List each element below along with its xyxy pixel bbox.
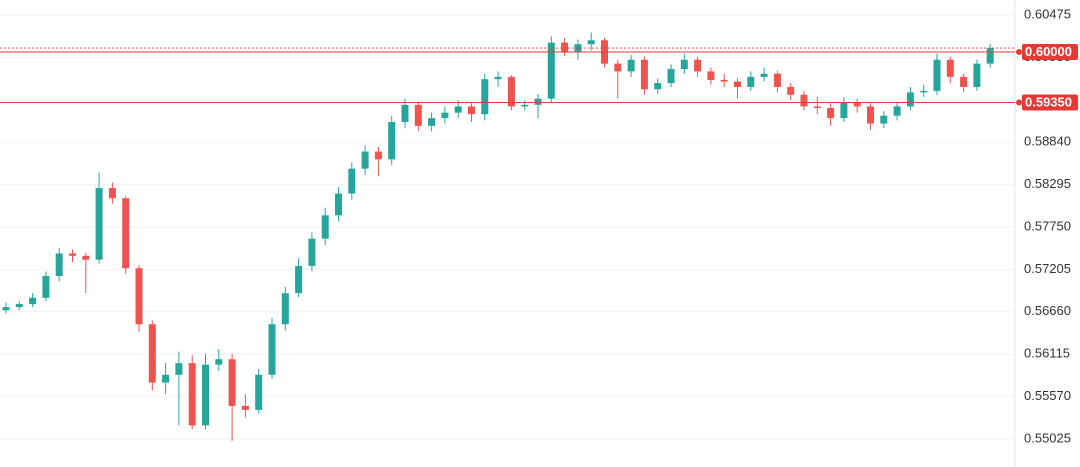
candle-body — [720, 79, 728, 82]
candle-body — [388, 121, 396, 160]
candle-body — [108, 188, 116, 199]
candle-body — [840, 102, 848, 119]
price-label-box — [1022, 43, 1078, 60]
candle-body — [441, 112, 449, 119]
candle-body — [587, 40, 595, 45]
candle-body — [401, 104, 409, 122]
candle-body — [561, 42, 569, 52]
candle-body — [95, 188, 103, 260]
candle-body — [162, 374, 170, 383]
candle-body — [202, 364, 209, 426]
candle-body — [188, 363, 196, 426]
candle-body — [494, 76, 502, 80]
candle-body — [880, 115, 888, 124]
price-label: 0.59350 — [1025, 94, 1072, 109]
candle-body — [853, 102, 861, 107]
candle-body — [255, 374, 263, 410]
candle-body — [521, 104, 529, 107]
candle-body — [667, 69, 675, 84]
y-tick-label: 0.55025 — [1024, 430, 1071, 445]
candle-body — [614, 63, 622, 72]
candle-body — [547, 42, 555, 99]
candle-body — [827, 107, 835, 119]
candle-body — [69, 253, 76, 256]
candle-body — [973, 63, 981, 87]
y-tick-label: 0.55570 — [1024, 388, 1071, 403]
candle-body — [760, 73, 768, 77]
candle-body — [295, 265, 303, 294]
candle-body — [215, 359, 223, 365]
candle-body — [82, 255, 90, 260]
candle-body — [428, 118, 436, 126]
candle-body — [148, 324, 156, 383]
price-line-dot — [1016, 99, 1022, 106]
candle-body — [893, 106, 901, 116]
candle-body — [175, 363, 183, 375]
candle-body — [734, 81, 741, 87]
candle-body — [507, 76, 515, 107]
candle-body — [481, 79, 489, 115]
candle-body — [468, 106, 475, 115]
candle-body — [361, 151, 369, 169]
candle-body — [787, 86, 795, 95]
y-tick-label: 0.58840 — [1024, 134, 1071, 149]
candle-body — [42, 276, 50, 298]
candle-body — [268, 324, 276, 375]
candle-body — [747, 76, 755, 87]
candle-body — [920, 90, 928, 93]
candle-body — [986, 48, 994, 64]
candle-body — [454, 106, 462, 113]
candle-body — [946, 59, 954, 77]
candle-body — [281, 293, 289, 325]
candle-body — [680, 59, 688, 70]
candle-body — [2, 307, 10, 311]
candle-body — [55, 253, 63, 277]
candle-body — [694, 59, 702, 72]
candle-body — [906, 92, 914, 107]
candle-body — [122, 198, 130, 269]
candle-body — [707, 71, 715, 80]
candle-body — [228, 359, 236, 406]
y-tick-label: 0.57205 — [1024, 261, 1071, 276]
price-label: 0.60000 — [1025, 44, 1072, 59]
candle-body — [800, 94, 808, 107]
candle-body — [813, 106, 821, 108]
y-tick-label: 0.56115 — [1024, 346, 1070, 361]
candle-body — [308, 238, 316, 266]
candle-body — [135, 268, 143, 325]
candle-body — [374, 151, 382, 160]
y-tick-label: 0.60475 — [1024, 6, 1071, 21]
candle-body — [15, 304, 23, 308]
y-tick-label: 0.57750 — [1024, 218, 1071, 233]
price-line-dot — [1016, 48, 1022, 55]
candle-body — [29, 297, 37, 305]
y-tick-label: 0.56660 — [1024, 303, 1071, 318]
candle-body — [627, 59, 635, 72]
price-label-box — [1022, 94, 1078, 111]
candle-body — [534, 98, 542, 105]
candle-body — [348, 168, 356, 194]
candle-body — [640, 59, 648, 90]
candle-body — [654, 83, 662, 90]
candle-body — [960, 76, 968, 87]
candle-body — [773, 73, 781, 87]
candle-body — [241, 405, 249, 410]
candle-body — [335, 193, 342, 216]
candle-body — [867, 106, 874, 124]
y-tick-label: 0.58295 — [1024, 176, 1071, 191]
candle-body — [414, 104, 422, 126]
candle-body — [933, 59, 941, 91]
candle-body — [321, 215, 329, 239]
